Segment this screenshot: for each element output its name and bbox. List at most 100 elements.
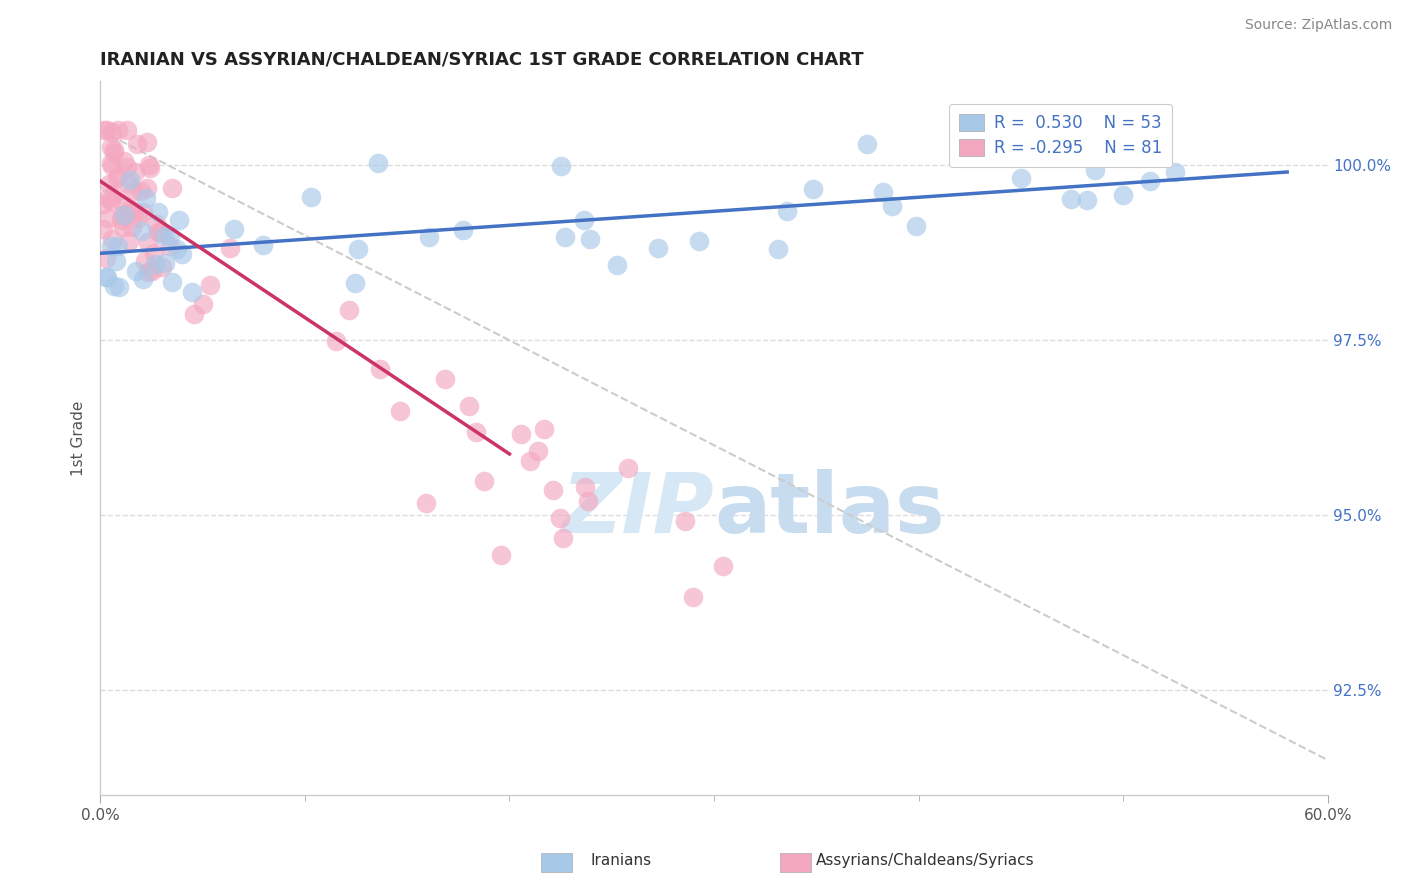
Point [472, 474, 495, 488]
Point [616, 461, 638, 475]
Point [117, 123, 139, 137]
Point [96, 269, 118, 284]
Point [127, 211, 149, 225]
Point [93, 123, 115, 137]
Point [548, 511, 571, 525]
Point [100, 239, 122, 253]
Point [136, 135, 159, 149]
Point [120, 202, 142, 216]
Point [141, 264, 163, 278]
Point [574, 480, 596, 494]
Point [118, 235, 141, 249]
Point [146, 204, 169, 219]
Point [155, 255, 177, 269]
Point [193, 297, 215, 311]
Point [415, 496, 437, 510]
Point [100, 159, 122, 173]
Point [1112, 187, 1135, 202]
Point [97, 211, 120, 225]
Point [160, 276, 183, 290]
Point [135, 191, 157, 205]
Legend: R =  0.530    N = 53, R = -0.295    N = 81: R = 0.530 N = 53, R = -0.295 N = 81 [949, 104, 1173, 167]
Point [181, 285, 204, 299]
Point [100, 194, 122, 209]
Point [337, 303, 360, 318]
Point [554, 230, 576, 244]
Point [136, 181, 159, 195]
Point [526, 443, 548, 458]
Point [107, 169, 129, 183]
Point [183, 307, 205, 321]
Point [346, 242, 368, 256]
Point [1010, 170, 1032, 185]
Point [872, 185, 894, 199]
Point [434, 372, 457, 386]
Point [143, 257, 166, 271]
Point [148, 225, 170, 239]
Point [576, 494, 599, 508]
Point [103, 279, 125, 293]
Point [121, 220, 143, 235]
Point [325, 334, 347, 349]
Point [125, 263, 148, 277]
Point [159, 239, 181, 253]
Point [115, 160, 138, 174]
Point [111, 209, 134, 223]
Point [97, 191, 120, 205]
Point [134, 253, 156, 268]
Point [104, 254, 127, 268]
Point [97, 177, 120, 191]
Text: atlas: atlas [714, 469, 945, 550]
Point [112, 197, 135, 211]
Point [776, 204, 799, 219]
Point [170, 246, 193, 260]
Point [579, 232, 602, 246]
Point [1084, 163, 1107, 178]
Point [103, 187, 125, 202]
Point [688, 234, 710, 248]
Point [108, 280, 131, 294]
Point [120, 173, 142, 187]
Point [132, 205, 155, 219]
Point [880, 198, 903, 212]
Text: IRANIAN VS ASSYRIAN/CHALDEAN/SYRIAC 1ST GRADE CORRELATION CHART: IRANIAN VS ASSYRIAN/CHALDEAN/SYRIAC 1ST … [100, 51, 863, 69]
Point [101, 125, 124, 139]
Point [121, 185, 143, 199]
Point [605, 258, 627, 272]
Point [465, 425, 488, 440]
Point [160, 180, 183, 194]
Point [94, 251, 117, 265]
Point [1164, 164, 1187, 178]
Point [107, 123, 129, 137]
Point [541, 483, 564, 497]
Point [138, 235, 160, 249]
Point [91, 197, 114, 211]
Y-axis label: 1st Grade: 1st Grade [72, 401, 86, 476]
Point [110, 212, 132, 227]
Point [1139, 174, 1161, 188]
Point [101, 232, 124, 246]
Point [453, 222, 475, 236]
Point [127, 137, 149, 152]
Point [682, 590, 704, 604]
Point [647, 241, 669, 255]
Point [150, 260, 173, 275]
Point [112, 153, 135, 168]
Point [533, 422, 555, 436]
Point [138, 158, 160, 172]
Text: Iranians: Iranians [591, 854, 651, 868]
Point [149, 225, 172, 239]
Point [159, 229, 181, 244]
Point [768, 242, 790, 256]
Point [124, 204, 146, 219]
Point [111, 220, 134, 235]
Point [388, 403, 411, 417]
Point [222, 221, 245, 235]
Point [458, 399, 481, 413]
Point [855, 137, 877, 152]
Point [152, 229, 174, 244]
Point [1060, 192, 1083, 206]
Point [105, 171, 128, 186]
Point [1076, 193, 1098, 207]
Point [112, 208, 135, 222]
